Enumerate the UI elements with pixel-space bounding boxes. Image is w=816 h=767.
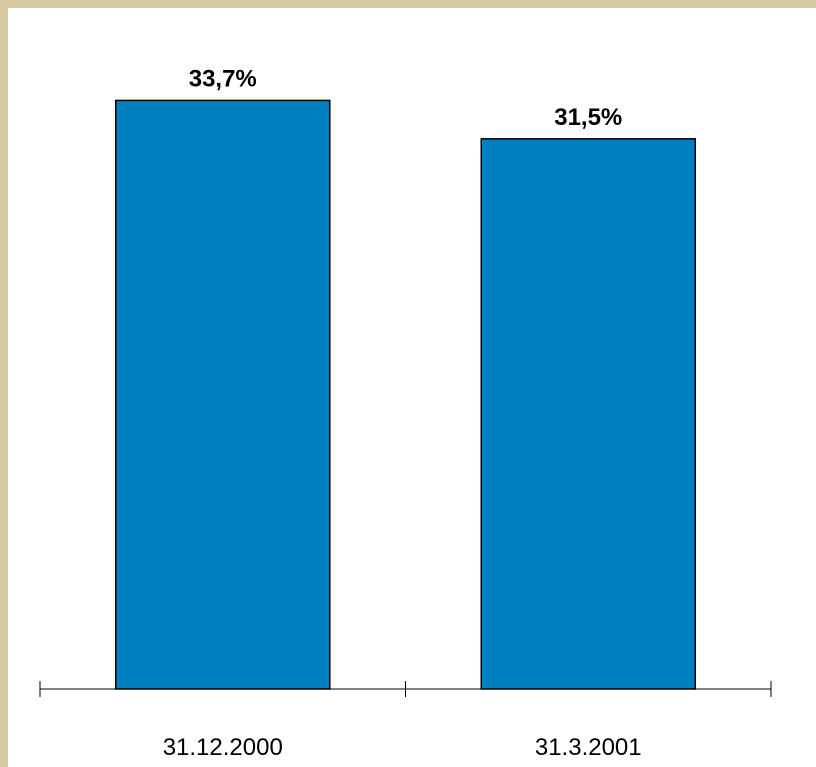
labels-group: 33,7% 31.12.2000 31,5% 31.3.2001	[163, 65, 642, 761]
x-axis	[39, 681, 772, 697]
bar-1	[115, 99, 331, 690]
value-label-2: 31,5%	[554, 104, 622, 131]
category-label-2: 31.3.2001	[535, 734, 642, 761]
bar-2	[480, 138, 696, 690]
category-label-1: 31.12.2000	[163, 734, 283, 761]
bar-chart: 33,7% 31.12.2000 31,5% 31.3.2001	[39, 65, 772, 761]
chart-frame: 33,7% 31.12.2000 31,5% 31.3.2001	[8, 8, 816, 767]
value-label-1: 33,7%	[189, 65, 257, 92]
bars-group	[115, 99, 696, 690]
